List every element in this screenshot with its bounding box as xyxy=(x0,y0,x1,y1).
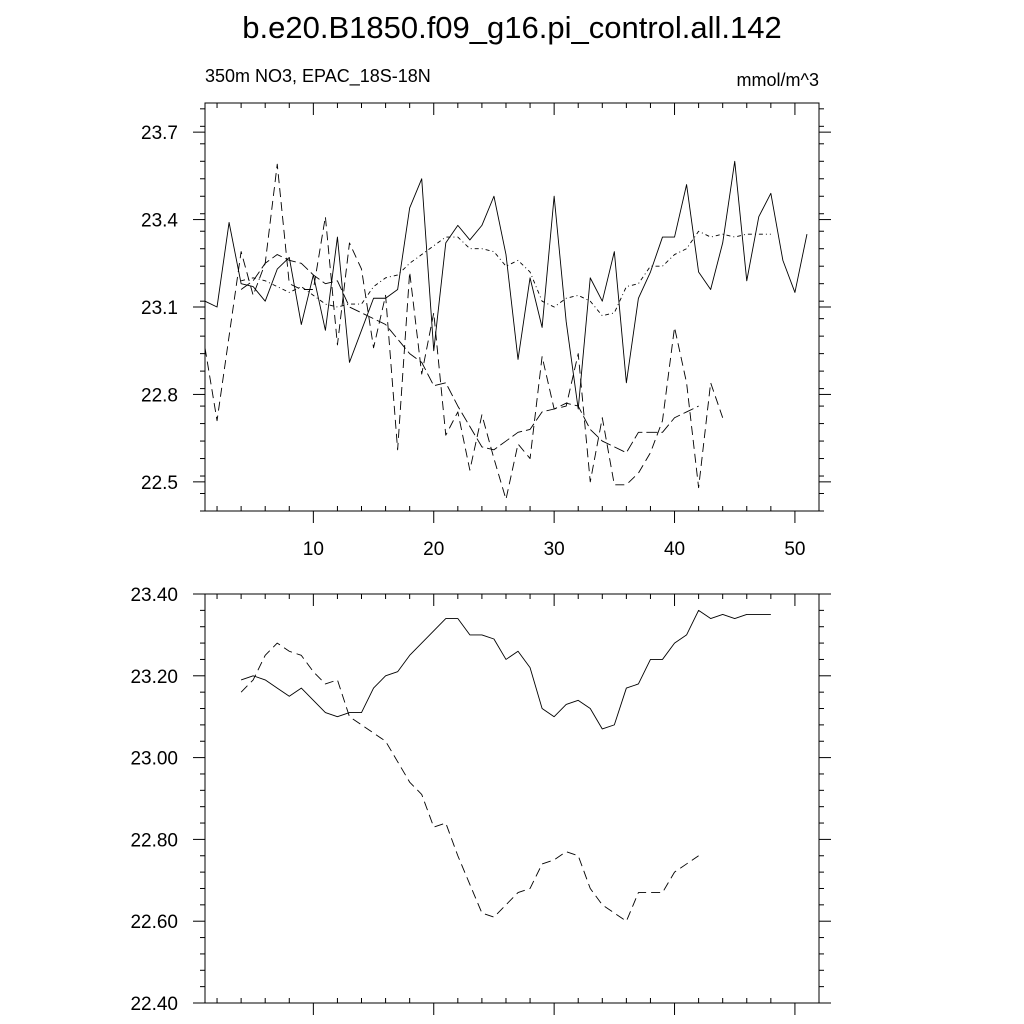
series-line-solid xyxy=(240,609,771,730)
y-tick-label: 23.7 xyxy=(141,123,178,144)
y-tick-label: 22.5 xyxy=(141,473,178,494)
right-subtitle: mmol/m^3 xyxy=(737,70,819,90)
y-tick-label: 23.00 xyxy=(130,749,178,770)
left-subtitle: 350m NO3, EPAC_18S-18N xyxy=(205,66,431,87)
bottom-panel: 22.40 22.60 22.80 23.00 23.20 23.40 xyxy=(130,585,831,1015)
y-tick-label: 22.8 xyxy=(141,385,178,406)
x-tick-label: 20 xyxy=(423,539,444,560)
y-tick-label: 22.40 xyxy=(130,994,178,1015)
x-tick-label: 50 xyxy=(784,539,805,560)
chart-title: b.e20.B1850.f09_g16.pi_control.all.142 xyxy=(242,10,782,45)
y-tick-label: 23.20 xyxy=(130,667,178,688)
series-line-dashed xyxy=(240,642,699,922)
series-line-dashed xyxy=(204,163,724,500)
series-line-dash-dot xyxy=(241,230,771,317)
series-line-solid xyxy=(204,160,808,410)
y-tick-label: 22.60 xyxy=(130,912,178,933)
x-tick-label: 10 xyxy=(303,539,324,560)
y-tick-label: 23.40 xyxy=(130,585,178,606)
top-panel: 10 20 30 40 50 22.5 22.8 23.1 23.4 23.7 xyxy=(141,102,831,560)
x-tick-label: 30 xyxy=(544,539,565,560)
series-line-long-dash xyxy=(240,254,699,454)
x-tick-label: 40 xyxy=(664,539,685,560)
y-tick-label: 23.1 xyxy=(141,298,178,319)
plot-frame xyxy=(204,593,820,1004)
y-tick-label: 23.4 xyxy=(141,211,178,232)
y-tick-label: 22.80 xyxy=(130,830,178,851)
